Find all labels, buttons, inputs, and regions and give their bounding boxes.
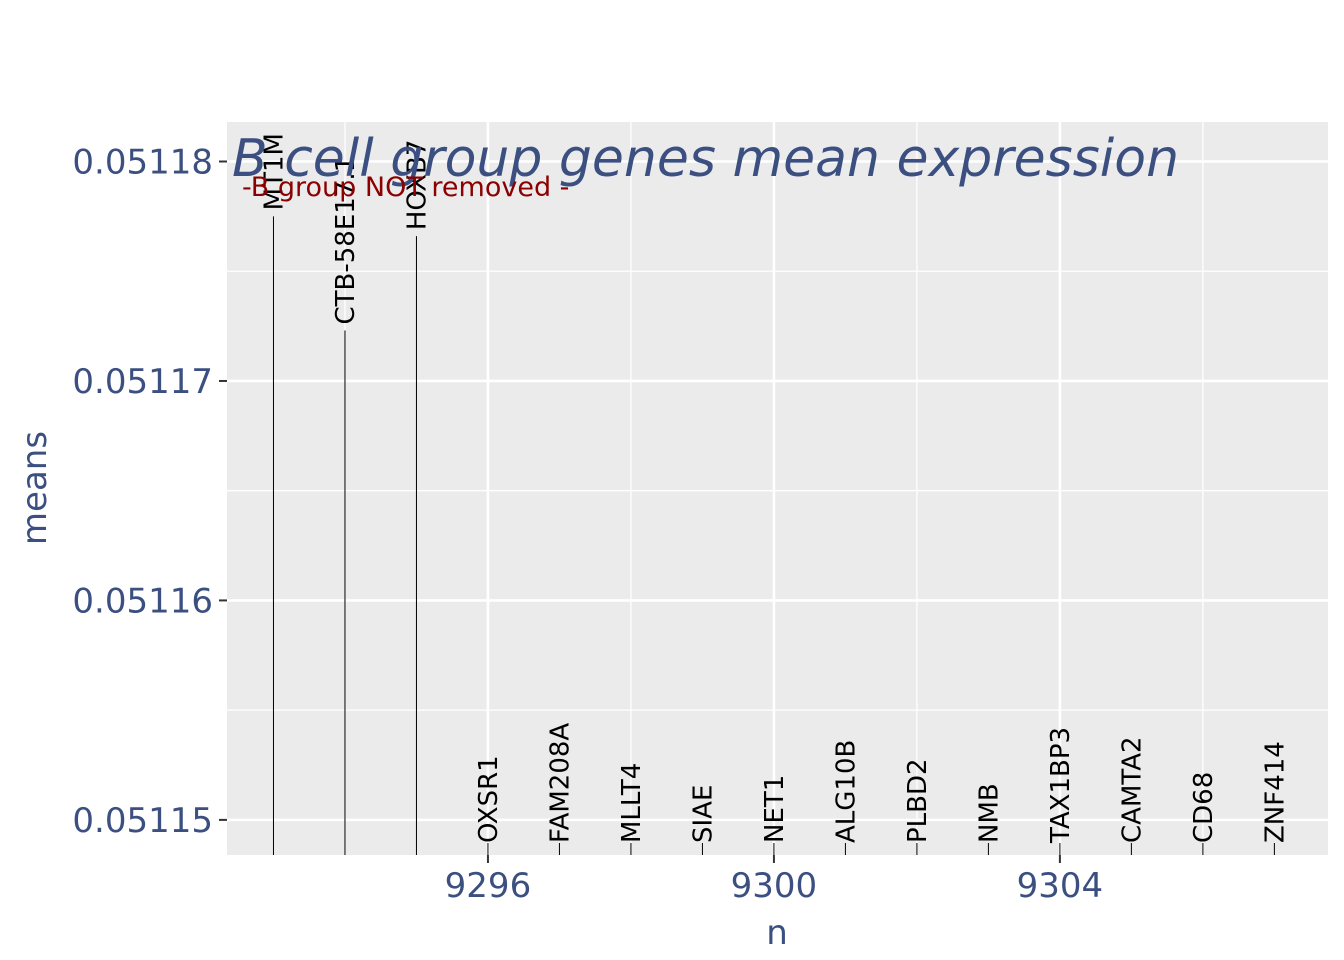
gene-label: CAMTA2 <box>1117 736 1147 843</box>
gene-label: MT1M <box>259 133 289 210</box>
chart-title: B cell group genes mean expression <box>232 129 1179 189</box>
gene-label: HOXB7 <box>402 140 432 231</box>
drop-segments <box>272 216 1275 855</box>
gene-label: MLLT4 <box>617 763 647 843</box>
y-tick-label: 0.05118 <box>72 143 213 183</box>
x-tick-label: 9300 <box>731 866 818 906</box>
gene-label: FAM208A <box>545 723 575 843</box>
gene-label: PLBD2 <box>903 758 933 843</box>
y-axis-title: means <box>15 431 55 545</box>
plot-panel <box>227 122 1328 855</box>
x-axis: 9296 9300 9304 <box>445 855 1103 906</box>
x-tick-label: 9296 <box>445 866 532 906</box>
y-tick-label: 0.05117 <box>72 362 213 402</box>
gene-label: TAX1BP3 <box>1046 727 1076 844</box>
y-tick-label: 0.05116 <box>72 581 213 621</box>
grid-major <box>227 122 1328 855</box>
gene-label: OXSR1 <box>474 755 504 843</box>
y-tick-label: 0.05115 <box>72 801 213 841</box>
y-axis: 0.05115 0.05116 0.05117 0.05118 <box>72 143 227 841</box>
gene-label: CD68 <box>1189 772 1219 843</box>
gene-label: NMB <box>974 783 1004 843</box>
x-tick-label: 9304 <box>1017 866 1104 906</box>
gene-labels: MT1M CTB-58E17.1 HOXB7 OXSR1 FAM208A MLLT4 SIA… <box>259 133 1290 844</box>
chart-subtitle: -B group NOT removed - <box>242 172 569 203</box>
gene-label: NET1 <box>760 775 790 843</box>
gene-label: CTB-58E17.1 <box>331 156 361 325</box>
grid-minor <box>227 122 1328 855</box>
x-axis-title: n <box>766 913 788 953</box>
gene-label: ZNF414 <box>1260 741 1290 843</box>
gene-label: SIAE <box>688 785 718 843</box>
gene-label: ALG10B <box>831 740 861 843</box>
